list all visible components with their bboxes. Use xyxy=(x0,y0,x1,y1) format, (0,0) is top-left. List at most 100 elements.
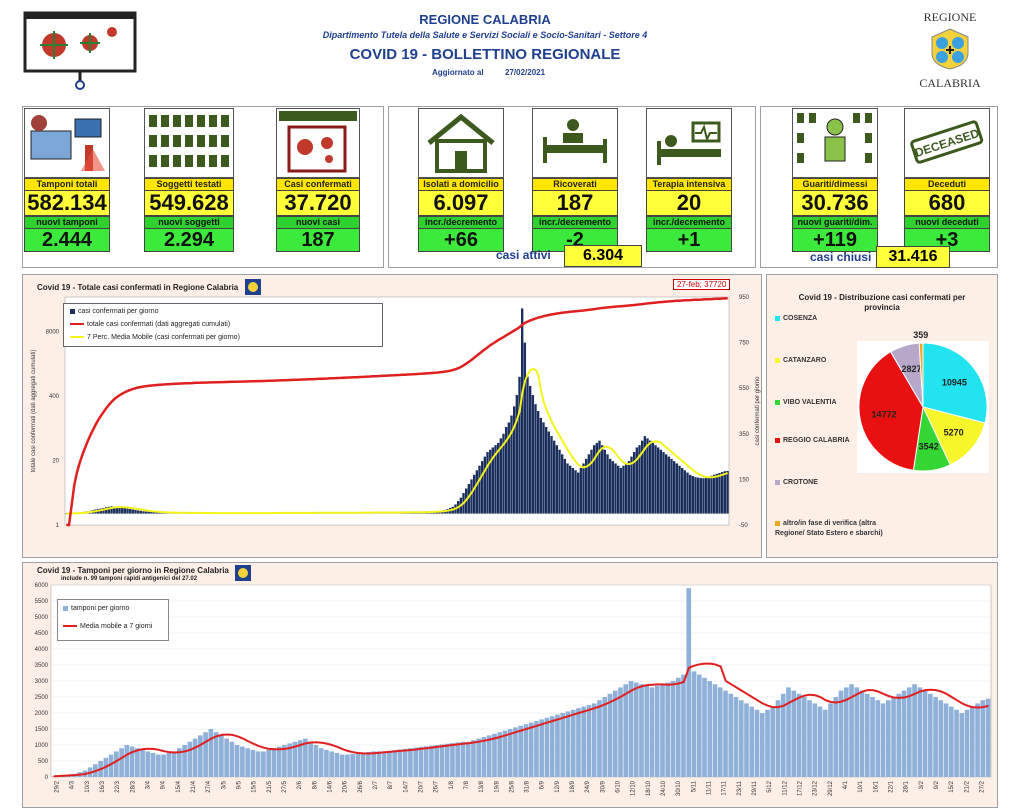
pie-slice-label: 5270 xyxy=(944,427,964,437)
region-title: REGIONE CALABRIA xyxy=(419,12,551,27)
tests-x-tick-label: 18/10 xyxy=(646,780,652,796)
daily-tests-bar xyxy=(313,745,319,777)
tests-y-tick-label: 0 xyxy=(45,775,49,781)
tests-x-tick-label: 3/5 xyxy=(221,780,227,789)
daily-tests-bar xyxy=(576,708,581,777)
daily-tests-bar xyxy=(875,700,881,777)
tests-x-tick-label: 28/1 xyxy=(904,780,910,792)
daily-tests-bar xyxy=(203,732,208,777)
tests-x-tick-label: 10/1 xyxy=(858,780,864,792)
card-deceduti: DECEASED Deceduti 680 nuovi deceduti +3 xyxy=(904,108,990,252)
daily-tests-bar xyxy=(240,746,245,777)
daily-case-bar xyxy=(619,468,623,514)
daily-case-bar xyxy=(617,465,620,514)
daily-case-bar xyxy=(491,447,495,514)
card-isolati: Isolati a domicilio 6.097 incr./decremen… xyxy=(418,108,504,252)
province-pie-svg: 10945 5270 3542 14772 2827 359 xyxy=(858,330,988,472)
legend-mavg-swatch xyxy=(63,625,77,628)
daily-tests-bar xyxy=(429,745,434,777)
daily-case-bar xyxy=(123,508,127,514)
coat-of-arms-icon xyxy=(931,28,969,70)
daily-tests-bar xyxy=(140,749,145,777)
daily-case-bar xyxy=(606,454,609,514)
tests-x-tick-label: 13/8 xyxy=(479,780,485,792)
daily-tests-bar xyxy=(492,733,497,777)
tests-x-tick-label: 12/10 xyxy=(631,780,637,796)
daily-tests-bar xyxy=(843,687,849,777)
daily-case-bar xyxy=(526,376,529,514)
pie-slice-label: 3542 xyxy=(919,441,939,451)
daily-case-bar xyxy=(550,436,553,514)
tests-x-tick-label: 23/12 xyxy=(813,780,819,796)
daily-case-bar xyxy=(579,468,583,514)
daily-case-bar xyxy=(510,415,513,514)
daily-tests-bar xyxy=(933,697,938,777)
moving-average-line xyxy=(66,367,728,515)
daily-tests-bar xyxy=(885,700,891,777)
tests-x-tick-label: 20/6 xyxy=(343,780,349,792)
daily-case-bar xyxy=(126,508,129,514)
legend-catanzaro: CATANZARO xyxy=(783,357,827,364)
daily-tests-bar xyxy=(308,741,313,777)
daily-tests-bar xyxy=(560,713,566,777)
daily-tests-bar xyxy=(954,709,959,777)
daily-tests-bar xyxy=(849,684,854,777)
daily-tests-bar xyxy=(303,738,308,777)
tests-y-tick-label: 3500 xyxy=(35,663,49,669)
tests-x-tick-label: 27/2 xyxy=(979,780,985,792)
right-axis-tick-label: 550 xyxy=(739,386,750,392)
daily-case-bar xyxy=(537,411,540,514)
tests-x-tick-label: 5/12 xyxy=(767,780,773,792)
ricoverati-value: 187 xyxy=(532,190,618,216)
daily-case-bar xyxy=(131,509,135,514)
daily-tests-bar xyxy=(675,677,681,777)
left-axis-tick-label: 1 xyxy=(56,523,60,529)
daily-tests-bar xyxy=(156,754,161,777)
tests-x-tick-label: 9/5 xyxy=(237,780,243,789)
daily-tests-bar xyxy=(486,735,492,777)
daily-tests-bar xyxy=(229,741,235,777)
daily-tests-bar xyxy=(633,682,639,777)
daily-case-bar xyxy=(675,463,679,514)
soggetti-value: 549.628 xyxy=(144,190,234,216)
daily-case-bar xyxy=(523,342,527,514)
daily-case-bar xyxy=(715,473,719,514)
left-axis-tick-label: 8000 xyxy=(46,330,60,336)
daily-tests-bar xyxy=(744,703,749,777)
bulletin-title: COVID 19 - BOLLETTINO REGIONALE xyxy=(349,46,621,63)
daily-case-bar xyxy=(622,465,625,514)
legend-crotone-swatch xyxy=(775,479,780,485)
daily-tests-bar xyxy=(150,753,156,777)
daily-tests-bar xyxy=(324,749,329,777)
pie-slice-label: 14772 xyxy=(871,410,896,420)
daily-tests-bar xyxy=(723,690,728,777)
daily-tests-bar xyxy=(959,713,965,777)
daily-case-bar xyxy=(705,477,708,514)
daily-case-bar xyxy=(113,506,116,514)
daily-tests-bar xyxy=(471,740,476,777)
daily-case-bar xyxy=(694,477,697,514)
daily-case-bar xyxy=(137,510,140,514)
card-soggetti: Soggetti testati 549.628 nuovi soggetti … xyxy=(144,108,234,252)
header-virus-illustration xyxy=(22,10,140,90)
terapia-delta-value: +1 xyxy=(646,228,732,252)
right-axis-tick-label: -50 xyxy=(739,523,748,529)
department-title: Dipartimento Tutela della Salute e Servi… xyxy=(322,30,648,40)
daily-case-bar xyxy=(683,470,687,514)
legend-cosenza: COSENZA xyxy=(783,315,818,322)
daily-tests-bar xyxy=(943,703,949,777)
tests-y-tick-label: 2000 xyxy=(35,711,49,717)
tests-x-tick-label: 24/9 xyxy=(585,780,591,792)
tests-x-tick-label: 2/7 xyxy=(373,780,379,789)
daily-tests-bar xyxy=(896,693,902,777)
daily-case-bar xyxy=(665,454,668,514)
daily-tests-bar xyxy=(219,735,224,777)
daily-tests-bar xyxy=(801,697,807,777)
daily-tests-bar xyxy=(213,732,219,777)
daily-case-bar xyxy=(707,476,711,514)
daily-case-bar xyxy=(643,436,647,514)
tests-x-tick-label: 22/3 xyxy=(115,780,121,792)
daily-tests-bar xyxy=(880,703,886,777)
daily-tests-bar xyxy=(292,741,298,777)
tests-x-tick-label: 26/7 xyxy=(434,780,440,792)
